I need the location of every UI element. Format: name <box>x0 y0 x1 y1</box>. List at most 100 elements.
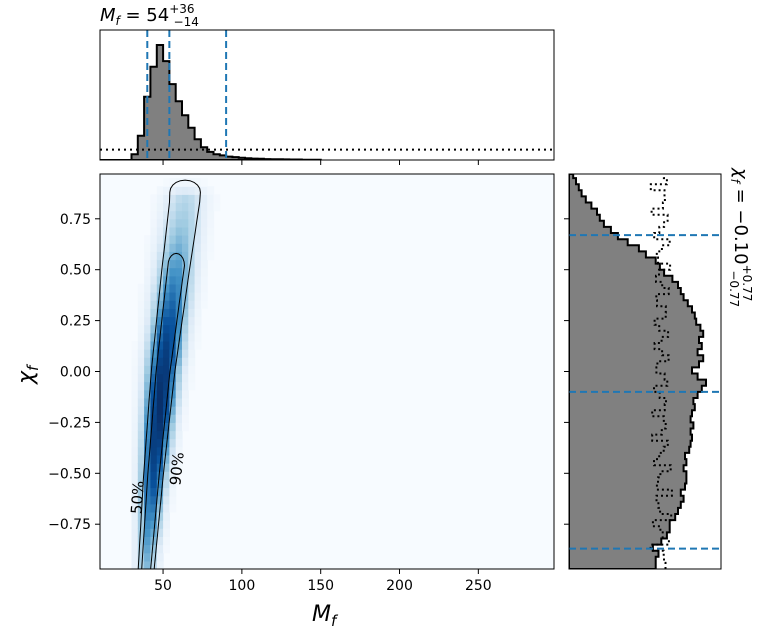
density-cell <box>182 251 189 261</box>
density-cell <box>144 251 151 261</box>
density-cell <box>207 186 215 195</box>
density-cell <box>175 341 183 350</box>
density-cell <box>144 283 151 293</box>
density-cell <box>144 381 151 391</box>
density-cell <box>169 341 177 350</box>
density-cell <box>169 324 177 334</box>
top-marginal-frame <box>99 29 555 161</box>
density-cell <box>169 389 177 399</box>
density-cell <box>150 438 158 448</box>
density-cell <box>194 267 202 277</box>
top-title: Mf = 54+36 −14 <box>100 2 199 29</box>
density-cell <box>175 381 183 391</box>
density-cell <box>150 365 158 375</box>
joint-density <box>131 178 221 569</box>
density-cell <box>163 186 170 195</box>
density-cell <box>156 471 164 480</box>
density-cell <box>175 202 183 212</box>
density-cell <box>131 544 139 554</box>
density-cell <box>194 316 202 326</box>
y-tick-label: −0.75 <box>48 517 91 533</box>
density-cell <box>194 332 202 342</box>
density-cell <box>150 560 158 569</box>
density-cell <box>200 300 208 309</box>
y-tick-label: 0.75 <box>60 212 91 228</box>
density-cell <box>182 422 189 432</box>
x-tick-label: 150 <box>307 578 334 594</box>
density-cell <box>200 243 208 252</box>
x-tick-label: 100 <box>229 578 256 594</box>
right-marginal-panel <box>564 173 722 570</box>
density-cell <box>150 243 158 252</box>
density-cell <box>194 194 202 204</box>
density-cell <box>194 226 202 236</box>
density-cell <box>163 251 170 261</box>
density-cell <box>169 455 177 464</box>
density-cell <box>156 373 164 383</box>
density-cell <box>144 528 151 537</box>
right-marginal-ticks <box>564 218 569 525</box>
density-cell <box>144 316 151 326</box>
density-cell <box>150 275 158 285</box>
contour-label-90: 90% <box>166 451 187 486</box>
density-cell <box>137 316 145 326</box>
density-cell <box>200 292 208 301</box>
density-cell <box>163 218 170 228</box>
density-cell <box>137 389 145 399</box>
density-cell <box>163 422 170 432</box>
density-cell <box>144 332 151 342</box>
density-cell <box>175 365 183 375</box>
density-cell <box>182 398 189 407</box>
density-cell <box>188 243 196 252</box>
density-cell <box>175 267 183 277</box>
right-title: χf = −0.10+0.77−0.77 <box>727 167 754 307</box>
density-cell <box>163 267 170 277</box>
density-cell <box>169 226 177 236</box>
density-cell <box>175 332 183 342</box>
density-cell <box>188 218 196 228</box>
density-cell <box>156 455 164 464</box>
density-cell <box>175 283 183 293</box>
density-cell <box>169 446 177 456</box>
density-cell <box>144 357 151 366</box>
density-cell <box>131 503 139 513</box>
density-cell <box>169 178 177 187</box>
density-cell <box>156 243 164 252</box>
density-cell <box>188 381 196 391</box>
density-cell <box>169 186 177 195</box>
density-cell <box>156 381 164 391</box>
density-cell <box>182 341 189 350</box>
density-cell <box>150 308 158 318</box>
density-cell <box>163 471 170 480</box>
density-cell <box>137 381 145 391</box>
density-cell <box>200 251 208 261</box>
density-cell <box>150 446 158 456</box>
density-cell <box>131 365 139 375</box>
density-cell <box>194 251 202 261</box>
density-cell <box>150 381 158 391</box>
density-cell <box>131 463 139 472</box>
density-cell <box>150 512 158 521</box>
density-cell <box>169 438 177 448</box>
density-cell <box>169 422 177 432</box>
density-cell <box>150 463 158 472</box>
density-cell <box>131 398 139 407</box>
density-cell <box>156 487 164 497</box>
density-cell <box>131 471 139 480</box>
density-cell <box>163 430 170 440</box>
density-cell <box>156 520 164 529</box>
density-cell <box>169 414 177 423</box>
density-cell <box>150 503 158 513</box>
density-cell <box>163 178 170 187</box>
density-cell <box>137 341 145 350</box>
density-cell <box>182 316 189 326</box>
density-cell <box>188 210 196 220</box>
density-cell <box>156 194 164 204</box>
density-cell <box>182 259 189 269</box>
density-cell <box>137 479 145 489</box>
density-cell <box>150 357 158 366</box>
density-cell <box>156 226 164 236</box>
density-cell <box>137 536 145 546</box>
density-cell <box>163 406 170 415</box>
y-tick-label: −0.25 <box>48 415 91 431</box>
